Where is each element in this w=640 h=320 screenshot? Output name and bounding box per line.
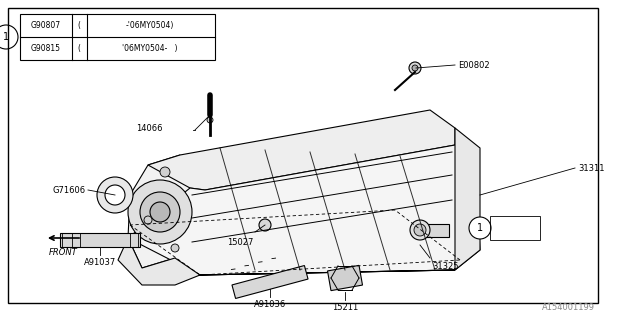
Text: -'06MY0504): -'06MY0504) bbox=[126, 21, 174, 30]
Polygon shape bbox=[455, 128, 480, 270]
Circle shape bbox=[97, 177, 133, 213]
Polygon shape bbox=[232, 266, 308, 299]
Polygon shape bbox=[148, 110, 455, 190]
Circle shape bbox=[414, 224, 426, 236]
Text: G71606: G71606 bbox=[53, 186, 86, 195]
Text: 1: 1 bbox=[3, 32, 9, 42]
Bar bbox=[490, 216, 540, 240]
Circle shape bbox=[207, 117, 213, 123]
Text: A91036: A91036 bbox=[254, 300, 286, 309]
Circle shape bbox=[171, 244, 179, 252]
Text: 14066: 14066 bbox=[136, 124, 163, 132]
Polygon shape bbox=[128, 155, 190, 268]
Text: 15027: 15027 bbox=[227, 238, 253, 247]
Text: A154001199: A154001199 bbox=[542, 303, 595, 312]
Text: FRONT: FRONT bbox=[49, 248, 77, 257]
Circle shape bbox=[144, 216, 152, 224]
Text: 15211: 15211 bbox=[332, 303, 358, 312]
Circle shape bbox=[412, 65, 418, 71]
Circle shape bbox=[469, 217, 491, 239]
Text: (: ( bbox=[77, 21, 81, 30]
Text: 1: 1 bbox=[477, 223, 483, 233]
Circle shape bbox=[259, 219, 271, 231]
Bar bbox=[20, 14, 215, 60]
Text: G90807: G90807 bbox=[31, 21, 61, 30]
Polygon shape bbox=[118, 238, 455, 285]
Text: A91037: A91037 bbox=[84, 258, 116, 267]
Circle shape bbox=[140, 192, 180, 232]
Circle shape bbox=[160, 167, 170, 177]
Text: (: ( bbox=[77, 44, 81, 53]
Text: E00802: E00802 bbox=[458, 60, 490, 69]
Circle shape bbox=[409, 62, 421, 74]
Text: 31325: 31325 bbox=[432, 262, 458, 271]
Text: '06MY0504-   ): '06MY0504- ) bbox=[122, 44, 178, 53]
Polygon shape bbox=[128, 145, 480, 275]
Circle shape bbox=[105, 185, 125, 205]
Circle shape bbox=[410, 220, 430, 240]
Polygon shape bbox=[60, 233, 140, 247]
Polygon shape bbox=[328, 265, 362, 291]
Text: 31311: 31311 bbox=[578, 164, 605, 172]
Circle shape bbox=[150, 202, 170, 222]
Polygon shape bbox=[421, 223, 449, 236]
Text: G90815: G90815 bbox=[31, 44, 61, 53]
Circle shape bbox=[128, 180, 192, 244]
